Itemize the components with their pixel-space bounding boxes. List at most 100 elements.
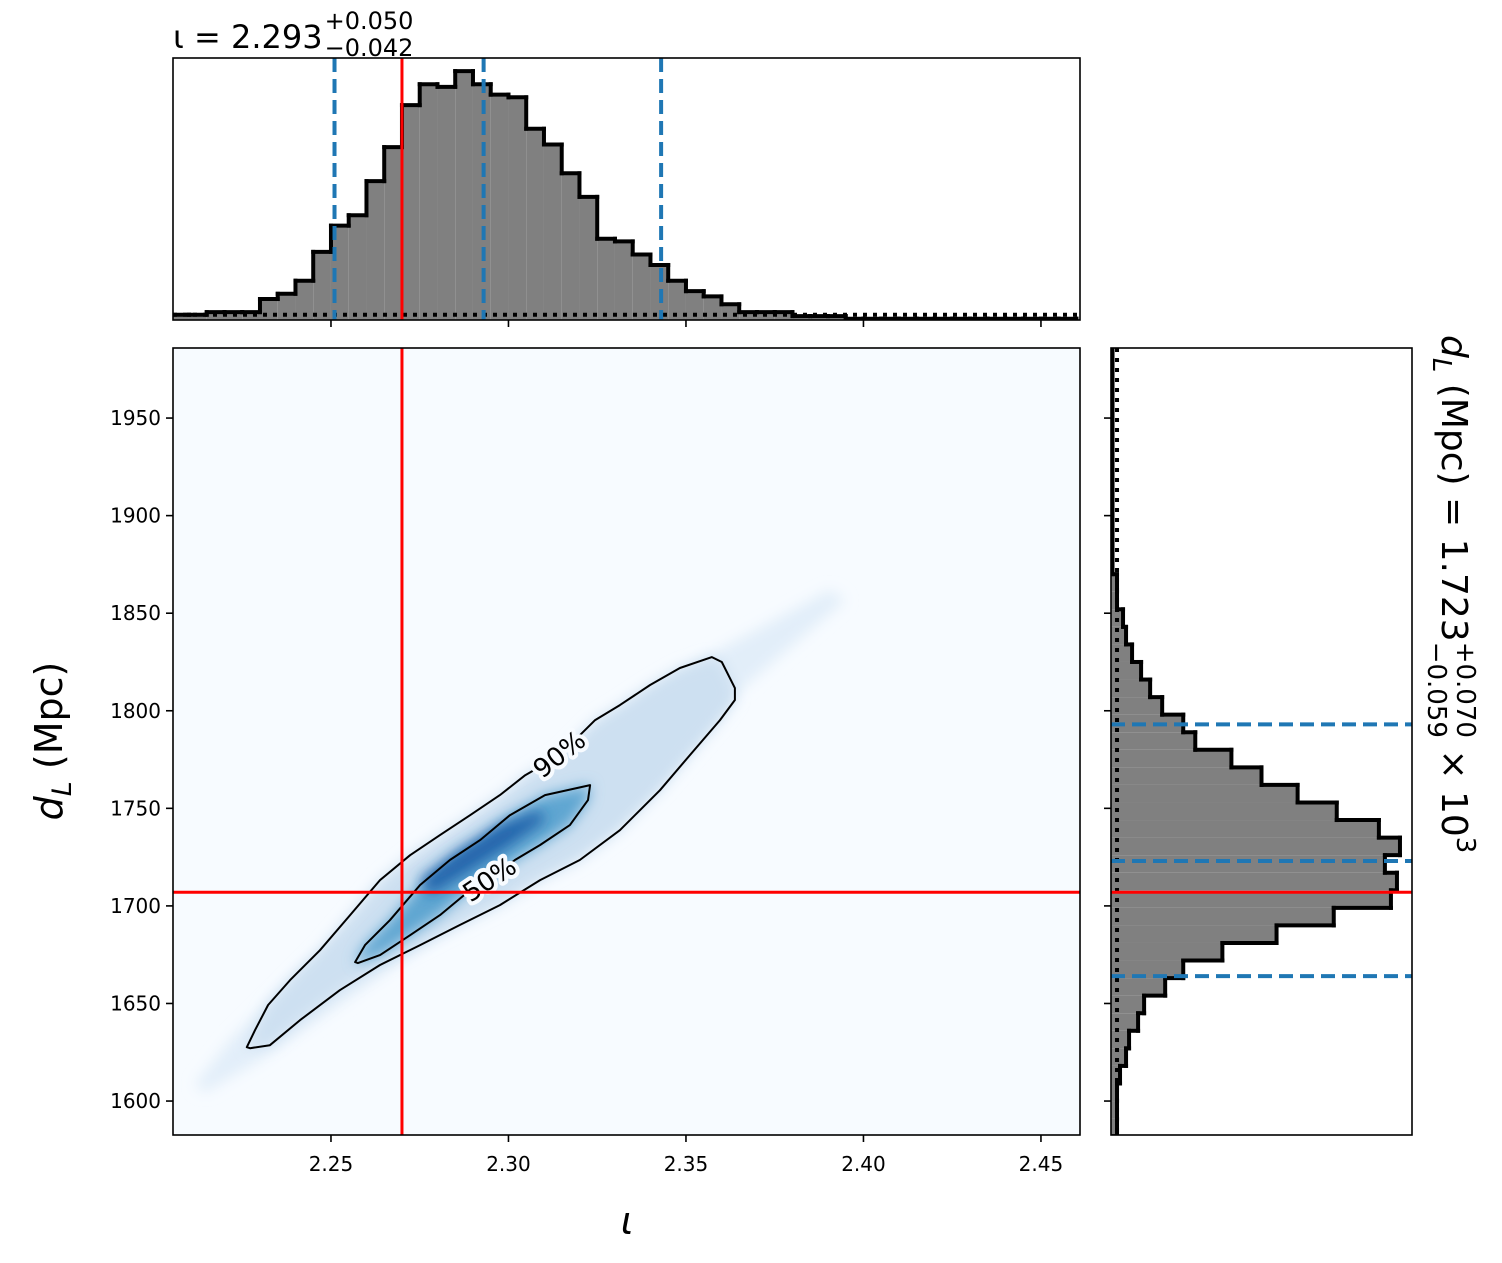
- chart-title: ι = 2.293: [173, 18, 323, 56]
- bar: [259, 299, 278, 320]
- bar: [490, 94, 509, 320]
- bar: [1111, 661, 1142, 680]
- y-tick-label: 1900: [110, 504, 161, 528]
- bar: [242, 312, 260, 320]
- axes-frame: [1110, 347, 1413, 1136]
- title-lower-error: −0.042: [325, 34, 414, 62]
- density-region: [420, 810, 545, 896]
- bar: [188, 314, 207, 320]
- bar: [437, 86, 456, 320]
- y-tick-label: 1650: [110, 991, 161, 1015]
- bar: [526, 128, 544, 320]
- axes-frame: [172, 57, 1081, 321]
- bar: [543, 144, 562, 320]
- right-title: dL (Mpc) = 1.723+0.070−0.059 × 103: [1421, 335, 1480, 853]
- x-tick-label: 2.25: [309, 1152, 354, 1176]
- bar: [1111, 679, 1151, 698]
- bar: [1111, 767, 1262, 785]
- bar: [632, 254, 651, 320]
- bar: [1111, 960, 1184, 979]
- y-tick-label: 1850: [110, 601, 161, 625]
- right-title-exponent: 3: [1450, 837, 1480, 854]
- bar: [668, 280, 686, 320]
- x-tick-label: 2.40: [841, 1152, 886, 1176]
- bar: [455, 71, 473, 320]
- bar: [366, 181, 385, 320]
- bar: [1111, 837, 1400, 856]
- bar: [295, 280, 314, 320]
- right-title-upper-error: +0.070: [1450, 642, 1480, 738]
- bar: [401, 105, 420, 320]
- bar: [472, 84, 491, 320]
- y-axis-label-unit: (Mpc): [27, 662, 71, 782]
- y-axis-label-symbol: d: [27, 795, 71, 820]
- bar: [561, 173, 580, 320]
- bar: [1111, 1013, 1139, 1031]
- bar: [1111, 697, 1163, 715]
- bar: [1111, 907, 1334, 926]
- bar: [1111, 995, 1145, 1014]
- bar: [1111, 1065, 1121, 1084]
- bar: [173, 314, 189, 320]
- bar: [419, 84, 438, 320]
- right-title-symbol: d: [1433, 335, 1474, 359]
- right-title-subscript: L: [1426, 358, 1456, 373]
- bar: [1111, 574, 1118, 592]
- bar: [1111, 1030, 1130, 1049]
- bar: [1111, 872, 1397, 891]
- bar: [348, 215, 367, 320]
- y-tick-label: 1600: [110, 1089, 161, 1113]
- bar: [1111, 855, 1385, 873]
- bar: [1111, 890, 1391, 908]
- bar: [1111, 942, 1223, 961]
- bar: [703, 296, 722, 320]
- y-axis-label: dL (Mpc): [27, 662, 78, 821]
- bar: [1111, 802, 1337, 821]
- bar: [384, 147, 402, 320]
- contour-line: [354, 784, 592, 965]
- bar: [614, 241, 633, 320]
- bar: [1111, 749, 1232, 768]
- y-tick-label: 1750: [110, 796, 161, 820]
- bar: [508, 97, 527, 320]
- y-axis-label-group: dL (Mpc): [27, 662, 78, 821]
- bar: [1111, 784, 1298, 803]
- x-tick-label: 2.35: [664, 1152, 709, 1176]
- y-tick-label: 1700: [110, 894, 161, 918]
- x-tick-label: 2.30: [486, 1152, 531, 1176]
- bar: [1111, 732, 1196, 750]
- axes-frame: [172, 347, 1081, 1136]
- bar: [1111, 1101, 1118, 1119]
- right-title-lower-error: −0.059: [1421, 642, 1451, 738]
- bar: [685, 291, 704, 320]
- plot-area: [1111, 348, 1402, 1135]
- x-axis-label: ι: [621, 1199, 634, 1243]
- x-tick-label: 2.45: [1019, 1152, 1064, 1176]
- bar: [1111, 644, 1133, 662]
- bar: [1111, 978, 1166, 996]
- bar: [739, 312, 757, 320]
- plot-area: [173, 69, 1080, 320]
- right-title-group: dL (Mpc) = 1.723+0.070−0.059 × 103: [1421, 335, 1480, 853]
- bar: [1111, 1048, 1127, 1066]
- bar: [1111, 591, 1118, 610]
- bar: [1111, 1083, 1118, 1102]
- bar: [1111, 925, 1277, 943]
- bar: [1111, 714, 1184, 733]
- bar: [1111, 626, 1127, 645]
- bar: [579, 196, 598, 320]
- right-title-scale: × 10: [1433, 738, 1474, 837]
- bar: [721, 304, 740, 320]
- title-upper-error: +0.050: [325, 7, 414, 35]
- y-axis-label-subscript: L: [47, 781, 78, 796]
- right-title-main: (Mpc) = 1.723: [1433, 372, 1474, 641]
- bar: [1111, 1118, 1118, 1135]
- bar: [1111, 820, 1379, 838]
- y-tick-label: 1800: [110, 699, 161, 723]
- contour-line: [245, 656, 736, 1050]
- bar: [277, 293, 296, 320]
- bar: [313, 251, 331, 320]
- bar: [597, 238, 615, 320]
